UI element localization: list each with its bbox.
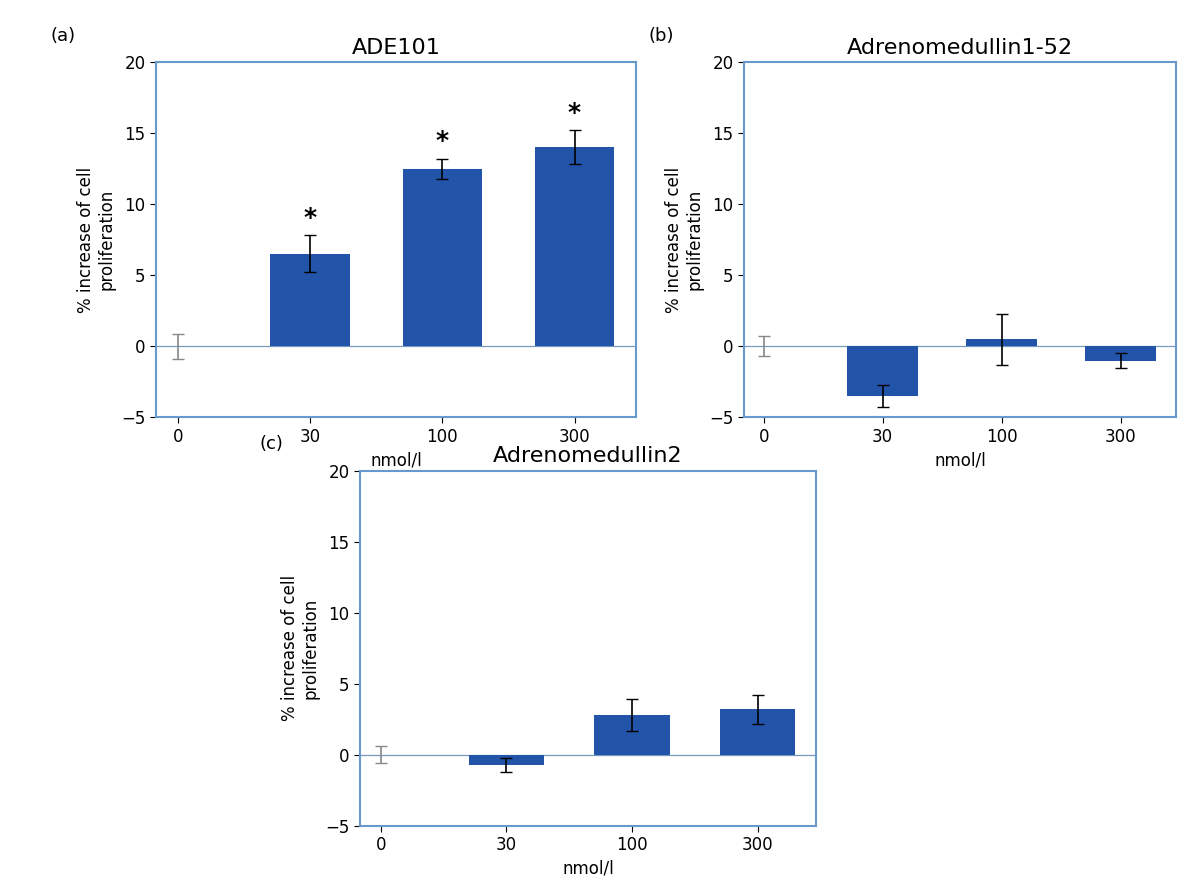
Y-axis label: % increase of cell
proliferation: % increase of cell proliferation bbox=[665, 167, 703, 313]
Text: *: * bbox=[568, 100, 581, 124]
X-axis label: nmol/l: nmol/l bbox=[934, 451, 986, 470]
Text: *: * bbox=[436, 129, 449, 153]
Bar bbox=[847, 346, 918, 396]
Y-axis label: % increase of cell
proliferation: % increase of cell proliferation bbox=[77, 167, 115, 313]
Bar bbox=[720, 710, 796, 755]
Title: Adrenomedullin2: Adrenomedullin2 bbox=[493, 447, 683, 466]
Bar bbox=[469, 755, 544, 765]
X-axis label: nmol/l: nmol/l bbox=[370, 451, 422, 470]
Text: (c): (c) bbox=[259, 435, 283, 453]
Title: Adrenomedullin1-52: Adrenomedullin1-52 bbox=[847, 38, 1073, 58]
Text: (a): (a) bbox=[50, 27, 76, 44]
Title: ADE101: ADE101 bbox=[352, 38, 440, 58]
Text: *: * bbox=[304, 206, 317, 230]
Bar bbox=[270, 254, 349, 346]
X-axis label: nmol/l: nmol/l bbox=[562, 860, 614, 878]
Text: (b): (b) bbox=[649, 27, 674, 44]
Bar bbox=[966, 339, 1037, 346]
Bar bbox=[535, 147, 614, 346]
Bar bbox=[403, 169, 482, 346]
Bar bbox=[594, 715, 670, 755]
Bar bbox=[1085, 346, 1157, 361]
Y-axis label: % increase of cell
proliferation: % increase of cell proliferation bbox=[281, 575, 319, 721]
